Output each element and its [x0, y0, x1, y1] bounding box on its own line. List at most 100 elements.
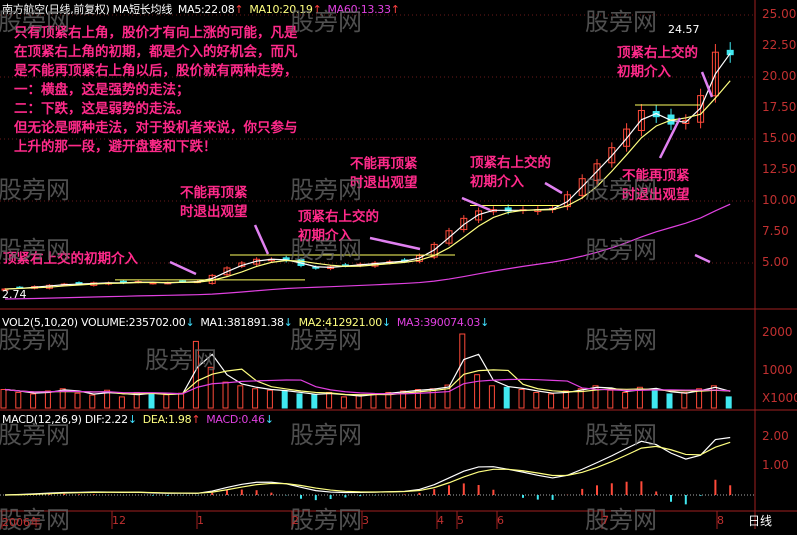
volume-ma3-line: [4, 378, 731, 395]
ma60-value: MA60:13.33: [327, 3, 391, 16]
main-annotation: 只有顶紧右上角，股价才有向上涨的可能，凡是 在顶紧右上角的初期，都是介入的好机会…: [14, 24, 298, 157]
volume-bar: [429, 388, 436, 409]
watermark: 股旁网: [585, 506, 657, 534]
macd-tick: 2.00: [762, 429, 789, 443]
down-arrow-icon: ↓: [283, 316, 293, 329]
annotation-arrow: [369, 236, 421, 251]
annotation-line: 不能再顶紧: [622, 168, 690, 184]
macd-tick: 1.00: [762, 458, 789, 472]
watermark: 股旁网: [0, 236, 70, 264]
date-label: 7: [602, 514, 609, 527]
volume-bar: [74, 392, 81, 409]
volume-bar: [104, 389, 111, 409]
volume-header: VOL2(5,10,20) VOLUME:235702.00↓ MA1:38189…: [2, 316, 495, 329]
down-arrow-icon: ↓: [264, 413, 274, 426]
candle-body: [697, 95, 705, 123]
volume-bar: [59, 388, 66, 409]
low-price-label: 2.74: [2, 288, 27, 301]
ma60-line: [4, 203, 731, 300]
macd-dea: DEA:1.98: [142, 413, 192, 426]
volume-bar: [148, 393, 155, 409]
ma5-value: MA5:22.08: [177, 3, 235, 16]
candle-body: [563, 194, 571, 208]
up-arrow-icon: ↑: [312, 3, 322, 16]
volume-bar: [725, 396, 732, 409]
note-exit-3: 不能再顶紧时退出观望: [622, 167, 690, 205]
volume-bar: [666, 393, 673, 409]
date-label: 1: [197, 514, 204, 527]
annotation-line: 在顶紧右上角的初期，都是介入的好机会，而凡: [14, 44, 298, 60]
macd-dif: MACD(12,26,9) DIF:2.22: [2, 413, 128, 426]
annotation-line: 是不能再顶紧右上角以后，股价就有两种走势，: [14, 63, 298, 79]
annotation-arrow: [544, 181, 563, 195]
volume-bar: [577, 388, 584, 409]
volume-bar: [459, 333, 466, 409]
watermark: 股旁网: [585, 236, 657, 264]
price-tick: 20.00: [762, 69, 797, 83]
volume-bar: [266, 389, 273, 409]
annotation-line: 二：下跌，这是弱势的走法。: [14, 101, 190, 117]
candle-body: [637, 109, 645, 131]
macd-value: MACD:0.46: [206, 413, 265, 426]
annotation-line: 不能再顶紧: [180, 185, 248, 201]
annotation-line: 但无论是哪种走法，对于投机者来说，你只参与: [14, 120, 298, 136]
watermark: 股旁网: [290, 176, 362, 204]
annotation-line: 顶紧右上交的: [298, 209, 379, 225]
volume-bar: [400, 390, 407, 409]
candle-body: [578, 178, 586, 196]
date-label: 2: [292, 514, 299, 527]
price-tick: 7.50: [762, 224, 789, 238]
volume-bar: [207, 366, 214, 409]
annotation-line: 时退出观望: [180, 204, 248, 220]
candle-body: [223, 267, 231, 276]
volume-bar: [518, 389, 525, 409]
annotation-arrow: [658, 117, 682, 159]
volume-bar: [503, 386, 510, 409]
annotation-line: 初期介入: [470, 174, 524, 190]
candle-body: [475, 210, 483, 221]
annotation-line: 一：横盘，这是强势的走法；: [14, 82, 190, 98]
price-header: 南方航空(日线,前复权) MA短长均线 MA5:22.08↑ MA10:20.19↑…: [2, 1, 406, 17]
volume-bar: [30, 393, 37, 409]
period-label[interactable]: 日线: [748, 514, 773, 528]
volume-bar: [237, 385, 244, 409]
watermark: 股旁网: [145, 346, 217, 374]
volume-bar: [444, 384, 451, 409]
annotation-arrow: [169, 260, 197, 276]
note-entry-2: 顶紧右上交的 初期介入: [298, 208, 379, 246]
volume-bar: [385, 391, 392, 409]
watermark: 股旁网: [585, 176, 657, 204]
candle-body: [445, 230, 453, 244]
volume-bar: [252, 388, 259, 409]
vol-ma2: MA2:412921.00: [298, 316, 383, 329]
volume-bar: [414, 389, 421, 409]
candle-body: [430, 243, 438, 258]
date-label: 3: [362, 514, 369, 527]
annotation-line: 时退出观望: [622, 187, 690, 203]
watermark: 股旁网: [290, 8, 362, 36]
annotation-arrow: [700, 71, 714, 98]
price-tick: 10.00: [762, 193, 797, 207]
volume-bar: [651, 389, 658, 409]
price-tick: 15.00: [762, 131, 797, 145]
watermark: 股旁网: [0, 326, 70, 354]
annotation-line: 顶紧右上交的: [470, 155, 551, 171]
volume-bar: [222, 381, 229, 409]
volume-bar: [710, 385, 717, 409]
annotation-line: 顶紧右上交的: [617, 45, 698, 61]
date-label: 6: [497, 514, 504, 527]
note-exit-1: 不能再顶紧时退出观望: [180, 184, 248, 222]
annotation-line: 不能再顶紧: [350, 156, 418, 172]
down-arrow-icon: ↓: [185, 316, 195, 329]
volume-bar: [163, 394, 170, 409]
price-tick: 22.50: [762, 38, 797, 52]
annotation-line: 只有顶紧右上角，股价才有向上涨的可能，凡是: [14, 25, 298, 41]
up-arrow-icon: ↑: [191, 413, 201, 426]
volume-bar: [311, 394, 318, 409]
volume-bar: [562, 390, 569, 409]
annotation-line: 初期介入: [617, 64, 671, 80]
volume-bar: [89, 394, 96, 409]
volume-bar: [281, 390, 288, 409]
volume-bar: [118, 396, 125, 409]
